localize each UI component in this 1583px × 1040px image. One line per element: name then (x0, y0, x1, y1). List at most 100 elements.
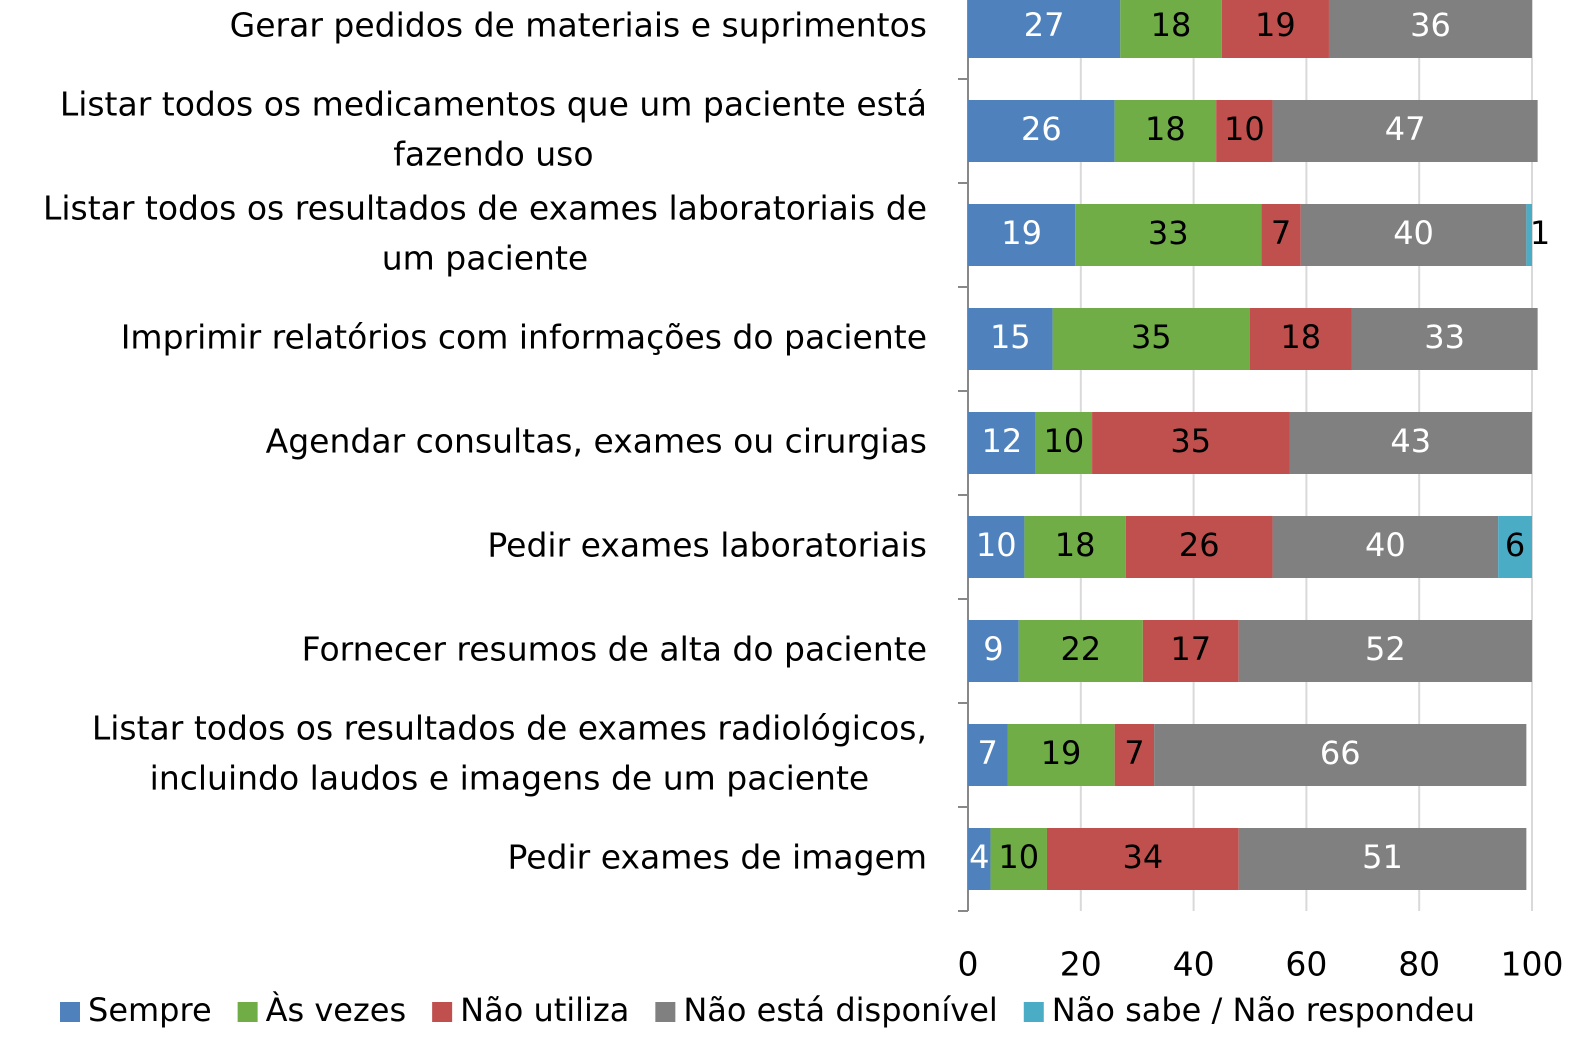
bar-segment (1052, 308, 1250, 370)
bar-segment (1238, 620, 1532, 682)
data-label: 26 (1179, 526, 1220, 564)
bar-segment (1024, 516, 1126, 578)
bar-segment (1289, 412, 1532, 474)
legend-swatch (237, 1002, 258, 1022)
bar-segment (968, 620, 1019, 682)
data-label: 7 (1271, 214, 1291, 252)
bar-segment (1018, 620, 1143, 682)
data-label: 43 (1390, 422, 1431, 460)
data-label: 9 (983, 630, 1003, 668)
bar-segment (968, 0, 1121, 58)
data-label: 10 (998, 838, 1039, 876)
category-label: Listar todos os resultados de exames lab… (43, 189, 927, 278)
bar-segment (968, 204, 1076, 266)
bar-segment (1351, 308, 1538, 370)
legend-swatch (655, 1002, 676, 1022)
data-label: 36 (1410, 6, 1451, 44)
bar-segment (1526, 204, 1532, 266)
legend-label: Não está disponível (683, 991, 997, 1029)
category-line: Listar todos os medicamentos que um paci… (60, 85, 927, 124)
bar-segment (1498, 516, 1532, 578)
bar-segment (1075, 204, 1262, 266)
category-label: Listar todos os medicamentos que um paci… (60, 85, 927, 174)
data-label: 17 (1170, 630, 1211, 668)
x-tick-label: 0 (958, 945, 979, 984)
data-label: 15 (990, 318, 1031, 356)
bar-segment (968, 412, 1036, 474)
bar-segment (990, 828, 1047, 890)
data-label: 22 (1060, 630, 1101, 668)
data-label: 19 (1255, 6, 1296, 44)
data-label: 6 (1505, 526, 1525, 564)
data-label: 19 (1001, 214, 1042, 252)
data-label: 1 (1530, 214, 1550, 252)
category-label: Listar todos os resultados de exames rad… (92, 709, 927, 798)
data-label: 7 (1124, 734, 1144, 772)
category-label: Pedir exames laboratoriais (487, 526, 927, 565)
bar-segment (968, 724, 1008, 786)
data-label: 18 (1280, 318, 1321, 356)
data-label: 47 (1385, 110, 1426, 148)
category-line: Pedir exames de imagem (508, 838, 927, 877)
x-tick-label: 40 (1173, 945, 1215, 984)
bar-segment (1216, 100, 1273, 162)
bar-segment (1092, 412, 1290, 474)
data-label: 33 (1148, 214, 1189, 252)
bar-segment (1272, 516, 1499, 578)
legend-label: Não sabe / Não respondeu (1052, 991, 1475, 1029)
category-line: Listar todos os resultados de exames rad… (92, 709, 927, 748)
legend-label: Às vezes (266, 991, 407, 1029)
data-label: 10 (1044, 422, 1085, 460)
bar-segment (1328, 0, 1532, 58)
data-label: 34 (1122, 838, 1163, 876)
data-label: 35 (1131, 318, 1172, 356)
category-line: Fornecer resumos de alta do paciente (302, 630, 927, 669)
bar-segment (1221, 0, 1329, 58)
bar-segment (1114, 724, 1155, 786)
bar-segment (1300, 204, 1527, 266)
legend-label: Sempre (88, 991, 212, 1029)
bar-segment (1125, 516, 1273, 578)
data-label: 18 (1055, 526, 1096, 564)
data-label: 52 (1365, 630, 1406, 668)
x-tick-label: 100 (1501, 945, 1564, 984)
category-label: Fornecer resumos de alta do paciente (302, 630, 927, 669)
data-label: 18 (1151, 6, 1192, 44)
category-line: Imprimir relatórios com informações do p… (121, 318, 927, 357)
category-line: Pedir exames laboratoriais (487, 526, 927, 565)
bar-segment (1272, 100, 1538, 162)
data-label: 10 (976, 526, 1017, 564)
bar-segment (1114, 100, 1217, 162)
data-label: 51 (1362, 838, 1403, 876)
bar-segment (1120, 0, 1222, 58)
legend-swatch (432, 1002, 453, 1022)
legend-label: Não utiliza (460, 991, 629, 1029)
category-label: Imprimir relatórios com informações do p… (121, 318, 927, 357)
category-label: Gerar pedidos de materiais e suprimentos (230, 6, 927, 45)
x-tick-label: 60 (1285, 945, 1327, 984)
category-label: Pedir exames de imagem (508, 838, 927, 877)
x-tick-label: 80 (1398, 945, 1440, 984)
bar-segment (1007, 724, 1115, 786)
bar-segment (1154, 724, 1527, 786)
legend-swatch (60, 1002, 80, 1022)
data-label: 18 (1145, 110, 1186, 148)
category-line: um paciente (382, 239, 589, 278)
bar-segment (968, 308, 1053, 370)
category-label: Agendar consultas, exames ou cirurgias (266, 422, 927, 461)
bar-segment (1142, 620, 1239, 682)
data-label: 4 (969, 838, 989, 876)
bar-segment (1238, 828, 1527, 890)
data-label: 27 (1024, 6, 1065, 44)
data-label: 12 (981, 422, 1022, 460)
category-line: Agendar consultas, exames ou cirurgias (266, 422, 927, 461)
category-line: Listar todos os resultados de exames lab… (43, 189, 927, 228)
data-label: 33 (1424, 318, 1465, 356)
data-label: 35 (1170, 422, 1211, 460)
bar-segment (968, 100, 1115, 162)
data-label: 40 (1393, 214, 1434, 252)
category-line: incluindo laudos e imagens de um pacient… (150, 759, 870, 798)
bar-segment (1046, 828, 1239, 890)
data-label: 40 (1365, 526, 1406, 564)
